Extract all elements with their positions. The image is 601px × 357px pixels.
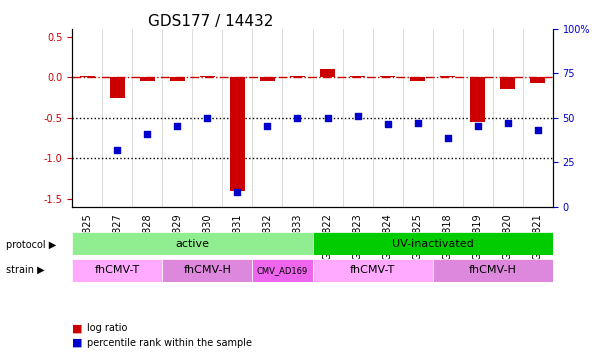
Text: percentile rank within the sample: percentile rank within the sample [87, 338, 252, 348]
Text: fhCMV-H: fhCMV-H [469, 265, 517, 276]
Text: log ratio: log ratio [87, 323, 127, 333]
Text: ■: ■ [72, 323, 82, 333]
Point [203, 115, 212, 121]
Point [413, 121, 423, 126]
FancyBboxPatch shape [72, 232, 313, 255]
Bar [410, 77, 426, 81]
FancyBboxPatch shape [72, 259, 162, 282]
FancyBboxPatch shape [313, 259, 433, 282]
Bar [79, 76, 95, 77]
Point [533, 127, 543, 133]
Bar [260, 77, 275, 81]
Text: fhCMV-H: fhCMV-H [183, 265, 231, 276]
Point [293, 115, 302, 121]
Point [473, 123, 483, 129]
Bar [200, 76, 215, 77]
Bar [320, 69, 335, 77]
Text: GDS177 / 14432: GDS177 / 14432 [148, 14, 273, 29]
Text: strain ▶: strain ▶ [6, 265, 44, 275]
Bar [531, 77, 546, 83]
Text: fhCMV-T: fhCMV-T [94, 265, 140, 276]
Text: protocol ▶: protocol ▶ [6, 240, 56, 250]
Bar [471, 77, 486, 122]
Point [383, 121, 392, 127]
Bar [440, 76, 456, 77]
FancyBboxPatch shape [162, 259, 252, 282]
Point [443, 135, 453, 141]
Point [233, 190, 242, 195]
Bar [170, 77, 185, 81]
Text: fhCMV-T: fhCMV-T [350, 265, 395, 276]
FancyBboxPatch shape [313, 232, 553, 255]
FancyBboxPatch shape [433, 259, 553, 282]
Text: CMV_AD169: CMV_AD169 [257, 266, 308, 275]
FancyBboxPatch shape [252, 259, 313, 282]
Text: UV-inactivated: UV-inactivated [392, 238, 474, 249]
Bar [110, 77, 125, 97]
Bar [501, 77, 516, 89]
Bar [230, 77, 245, 191]
Point [112, 147, 122, 153]
Point [323, 115, 332, 121]
Text: active: active [175, 238, 209, 249]
Point [503, 121, 513, 126]
Text: ■: ■ [72, 338, 82, 348]
Bar [350, 76, 365, 77]
Point [353, 113, 362, 119]
Bar [290, 76, 305, 77]
Bar [140, 77, 155, 81]
Bar [380, 76, 395, 77]
Point [142, 131, 152, 137]
Point [263, 123, 272, 129]
Point [172, 123, 182, 129]
